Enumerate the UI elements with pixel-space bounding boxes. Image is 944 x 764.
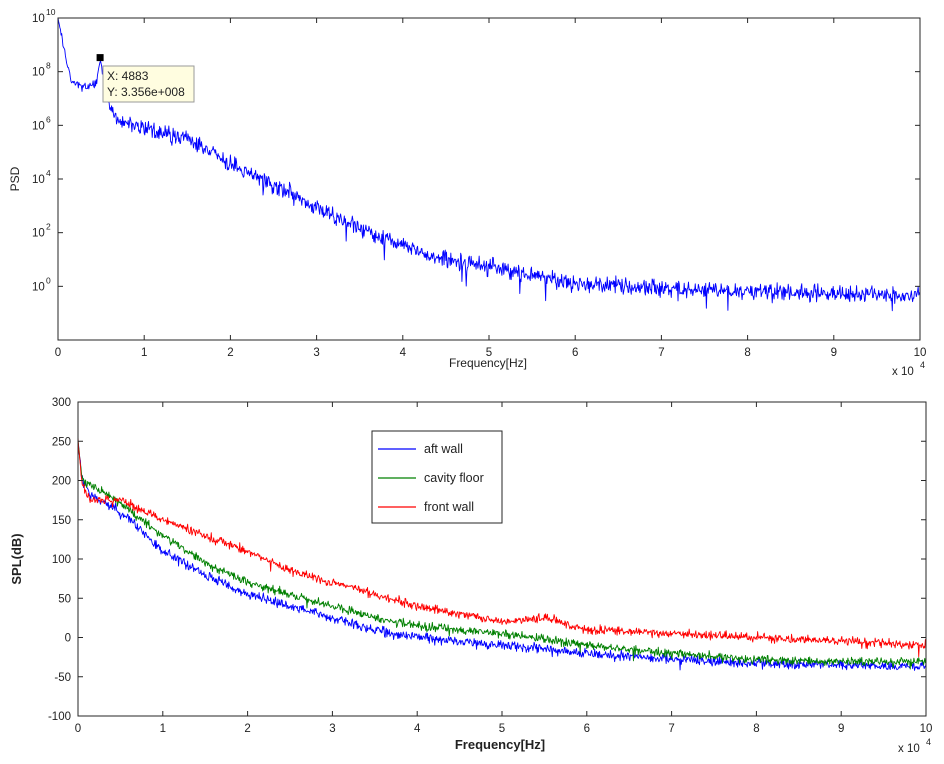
psd-plot-area — [58, 18, 920, 340]
psd-x-tick-label: 10 — [914, 347, 927, 359]
spl-y-tick-label: 0 — [65, 633, 71, 645]
spl-y-tick-label: -100 — [48, 711, 71, 723]
psd-y-tick-exponent: 6 — [46, 114, 51, 124]
spl-x-multiplier-exp: 4 — [926, 737, 931, 747]
spl-x-multiplier-base: x 10 — [898, 743, 920, 755]
data-tip-box — [102, 65, 195, 103]
psd-x-tick-label: 4 — [400, 347, 407, 359]
legend-item-front-wall: front wall — [378, 500, 474, 514]
spl-y-tick-label: 300 — [52, 397, 71, 409]
legend: aft wall cavity floor front wall — [371, 430, 503, 524]
psd-x-tick-label: 3 — [313, 347, 319, 359]
psd-x-tick-label: 6 — [572, 347, 578, 359]
spl-x-tick-label: 0 — [75, 723, 81, 735]
data-tip-marker[interactable] — [96, 54, 104, 62]
psd-y-tick-exponent: 4 — [46, 168, 51, 178]
psd-y-tick-label: 10 — [32, 281, 45, 293]
spl-series-line-front-wall — [77, 436, 927, 658]
spl-y-tick-label: 100 — [52, 554, 71, 566]
spl-x-tick-label: 4 — [414, 723, 421, 735]
spl-x-axis-label: Frequency[Hz] — [455, 737, 545, 752]
psd-x-ticks: 0 1 2 3 4 5 6 7 8 9 10 — [55, 18, 927, 359]
psd-x-tick-label: 9 — [831, 347, 837, 359]
spl-x-multiplier: x 10 4 — [898, 737, 931, 755]
psd-series-line — [57, 17, 921, 312]
psd-x-tick-label: 1 — [141, 347, 147, 359]
spl-x-tick-label: 1 — [160, 723, 166, 735]
spl-y-tick-label: -50 — [54, 672, 71, 684]
psd-y-tick-label: 10 — [32, 120, 45, 132]
data-tip-y: Y: 3.356e+008 — [107, 85, 185, 99]
psd-x-tick-label: 5 — [486, 347, 492, 359]
spl-x-tick-label: 8 — [753, 723, 759, 735]
legend-label-front-wall: front wall — [424, 500, 474, 514]
psd-x-tick-label: 0 — [55, 347, 61, 359]
psd-y-tick-exponent: 8 — [46, 61, 51, 71]
psd-x-multiplier-exp: 4 — [920, 360, 925, 370]
spl-y-tick-label: 150 — [52, 515, 71, 527]
psd-y-tick-label: 10 — [32, 13, 45, 25]
spl-chart: 0 1 2 3 4 5 6 7 8 9 10 -100 -50 0 50 100 150 200 250 300 F… — [9, 397, 932, 755]
spl-y-tick-label: 250 — [52, 436, 71, 448]
legend-item-cavity-floor: cavity floor — [378, 471, 484, 485]
spl-x-tick-label: 10 — [920, 723, 933, 735]
psd-y-tick-label: 10 — [32, 174, 45, 186]
legend-label-cavity-floor: cavity floor — [424, 471, 484, 485]
spl-x-tick-label: 9 — [838, 723, 844, 735]
spl-x-ticks: 0 1 2 3 4 5 6 7 8 9 10 — [75, 402, 933, 735]
psd-x-tick-label: 8 — [744, 347, 750, 359]
legend-item-aft-wall: aft wall — [378, 442, 463, 456]
spl-y-tick-label: 200 — [52, 476, 71, 488]
psd-x-axis-label: Frequency[Hz] — [449, 356, 527, 370]
spl-series-group — [77, 436, 927, 671]
psd-x-multiplier: x 10 4 — [892, 360, 925, 378]
data-tip[interactable]: X: 4883 Y: 3.356e+008 — [96, 54, 195, 103]
psd-series-group — [57, 17, 921, 312]
spl-x-tick-label: 3 — [329, 723, 335, 735]
psd-y-tick-label: 10 — [32, 67, 45, 79]
data-tip-x: X: 4883 — [107, 69, 149, 83]
spl-x-tick-label: 2 — [244, 723, 250, 735]
psd-y-tick-exponent: 2 — [46, 222, 51, 232]
spl-x-tick-label: 6 — [584, 723, 590, 735]
psd-y-axis-label: PSD — [8, 166, 22, 191]
legend-box — [371, 430, 503, 524]
psd-y-tick-exponent: 10 — [46, 7, 56, 17]
spl-x-tick-label: 7 — [668, 723, 674, 735]
psd-x-multiplier-base: x 10 — [892, 366, 914, 378]
legend-label-aft-wall: aft wall — [424, 442, 463, 456]
psd-x-tick-label: 2 — [227, 347, 233, 359]
spl-y-ticks: -100 -50 0 50 100 150 200 250 300 — [48, 397, 926, 723]
psd-x-tick-label: 7 — [658, 347, 664, 359]
spl-x-tick-label: 5 — [499, 723, 505, 735]
psd-y-tick-label: 10 — [32, 228, 45, 240]
spl-series-line-aft-wall — [77, 442, 927, 671]
spl-y-tick-label: 50 — [58, 593, 71, 605]
spl-y-axis-label: SPL(dB) — [9, 533, 24, 584]
spl-series-line-cavity-floor — [77, 439, 927, 670]
psd-y-tick-exponent: 0 — [46, 275, 51, 285]
